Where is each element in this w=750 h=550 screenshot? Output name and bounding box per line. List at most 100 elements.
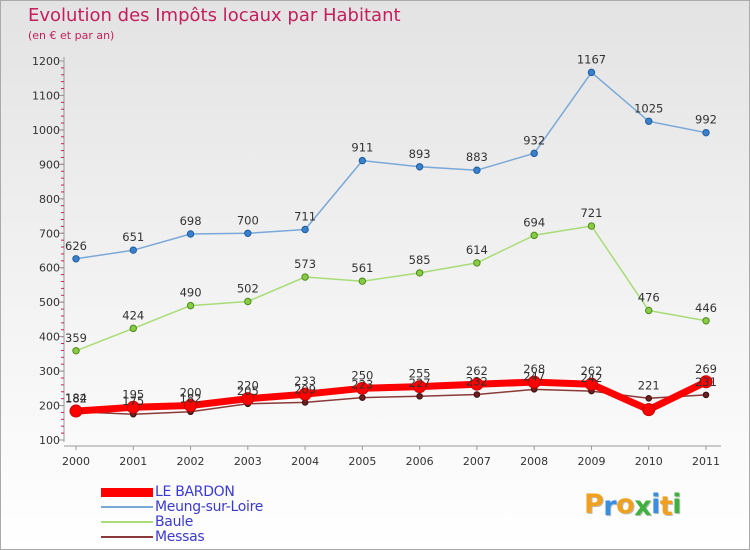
data-point-meung-sur-loire — [186, 230, 195, 238]
data-label-le-bardon: 200 — [180, 386, 202, 400]
data-label-messas: 232 — [466, 375, 488, 389]
x-tick-label: 2006 — [406, 455, 434, 468]
legend-swatch-le-bardon — [101, 488, 153, 497]
data-point-le-bardon — [699, 375, 713, 389]
data-label-meung-sur-loire: 626 — [65, 239, 87, 253]
data-point-le-bardon — [69, 404, 83, 418]
data-label-le-bardon: 220 — [237, 379, 259, 393]
x-tick-label: 2009 — [577, 455, 605, 468]
data-label-messas: 209 — [294, 382, 316, 396]
data-label-le-bardon: 262 — [466, 364, 488, 378]
data-point-baule — [645, 306, 653, 315]
logo-letter: i — [672, 489, 682, 520]
logo-letter: o — [616, 489, 635, 520]
data-point-meung-sur-loire — [72, 255, 80, 263]
data-label-baule: 561 — [351, 261, 373, 275]
data-point-meung-sur-loire — [244, 229, 252, 237]
x-tick-label: 2010 — [635, 455, 663, 468]
x-tick-label: 2008 — [520, 455, 548, 468]
data-label-meung-sur-loire: 698 — [180, 214, 202, 228]
data-point-meung-sur-loire — [530, 149, 538, 158]
series-baule — [72, 222, 710, 355]
y-tick-label: 1000 — [32, 124, 60, 137]
data-point-baule — [244, 297, 252, 306]
data-point-meung-sur-loire — [645, 117, 653, 125]
data-point-baule — [129, 324, 137, 333]
chart-title: Evolution des Impôts locaux par Habitant — [28, 5, 401, 26]
data-point-baule — [530, 231, 538, 240]
data-point-messas — [359, 394, 366, 401]
legend-swatch-meung-sur-loire — [101, 506, 153, 508]
data-label-baule: 573 — [294, 257, 316, 271]
data-label-meung-sur-loire: 932 — [523, 133, 545, 147]
x-tick-label: 2011 — [692, 455, 720, 468]
series-line-le-bardon — [72, 378, 710, 415]
legend-swatch-messas — [101, 536, 153, 538]
data-point-meung-sur-loire — [129, 246, 137, 254]
data-point-messas — [702, 391, 710, 399]
series-line-baule — [75, 225, 707, 352]
data-label-messas: 182 — [65, 392, 87, 406]
data-point-baule — [587, 222, 596, 230]
data-label-le-bardon: 255 — [409, 367, 431, 381]
data-label-baule: 424 — [122, 308, 144, 322]
data-point-meung-sur-loire — [301, 225, 309, 234]
data-label-baule: 359 — [65, 331, 87, 345]
data-point-le-bardon — [642, 403, 656, 417]
y-tick-label: 600 — [39, 262, 60, 275]
logo-letter: r — [603, 491, 617, 522]
x-tick-label: 2003 — [234, 455, 262, 468]
data-point-baule — [301, 273, 309, 281]
data-point-baule — [186, 301, 195, 310]
data-label-baule: 476 — [638, 290, 660, 304]
series-line-meung-sur-loire — [75, 71, 707, 260]
data-label-meung-sur-loire: 1167 — [577, 52, 606, 66]
data-point-meung-sur-loire — [358, 156, 367, 165]
data-label-baule: 585 — [409, 253, 431, 267]
x-tick-label: 2005 — [348, 455, 376, 468]
logo-letter: x — [634, 491, 652, 522]
y-tick-label: 800 — [39, 193, 60, 206]
x-tick-label: 2001 — [119, 455, 147, 468]
data-label-baule: 721 — [580, 206, 602, 220]
x-tick-label: 2007 — [463, 455, 491, 468]
data-point-meung-sur-loire — [473, 166, 481, 174]
y-tick-label: 1100 — [32, 89, 60, 102]
data-point-meung-sur-loire — [702, 128, 710, 137]
data-point-messas — [645, 395, 653, 402]
data-point-baule — [415, 269, 424, 277]
data-label-baule: 446 — [695, 301, 717, 315]
data-label-baule: 694 — [523, 215, 545, 229]
legend-label-messas: Messas — [155, 529, 205, 545]
data-point-le-bardon — [241, 392, 255, 406]
data-label-baule: 490 — [180, 286, 202, 300]
proxiti-logo: Proxiti — [584, 489, 682, 522]
x-tick-label: 2002 — [177, 455, 205, 468]
series-meung-sur-loire — [72, 68, 710, 263]
data-label-meung-sur-loire: 651 — [122, 230, 144, 244]
data-label-meung-sur-loire: 883 — [466, 150, 488, 164]
y-tick-label: 300 — [39, 365, 60, 378]
chart-subtitle: (en € et par an) — [28, 29, 115, 42]
logo-letter: t — [659, 491, 673, 522]
data-point-meung-sur-loire — [415, 163, 424, 171]
logo-letter: P — [584, 489, 604, 520]
data-label-meung-sur-loire: 700 — [237, 213, 259, 227]
data-label-le-bardon: 250 — [351, 368, 373, 382]
data-label-messas: 182 — [180, 392, 202, 406]
data-point-messas — [473, 391, 481, 398]
y-tick-label: 700 — [39, 227, 60, 240]
data-label-meung-sur-loire: 711 — [294, 209, 316, 223]
y-tick-label: 1200 — [32, 55, 60, 68]
data-label-meung-sur-loire: 893 — [409, 147, 431, 161]
data-label-baule: 614 — [466, 243, 488, 257]
data-label-le-bardon: 268 — [523, 362, 545, 376]
data-point-le-bardon — [584, 377, 598, 391]
y-tick-label: 900 — [39, 158, 60, 171]
data-point-meung-sur-loire — [587, 68, 596, 77]
data-point-le-bardon — [413, 380, 427, 394]
logo-letter: i — [651, 489, 660, 520]
data-label-le-bardon: 195 — [122, 387, 144, 401]
y-tick-label: 100 — [39, 434, 60, 447]
